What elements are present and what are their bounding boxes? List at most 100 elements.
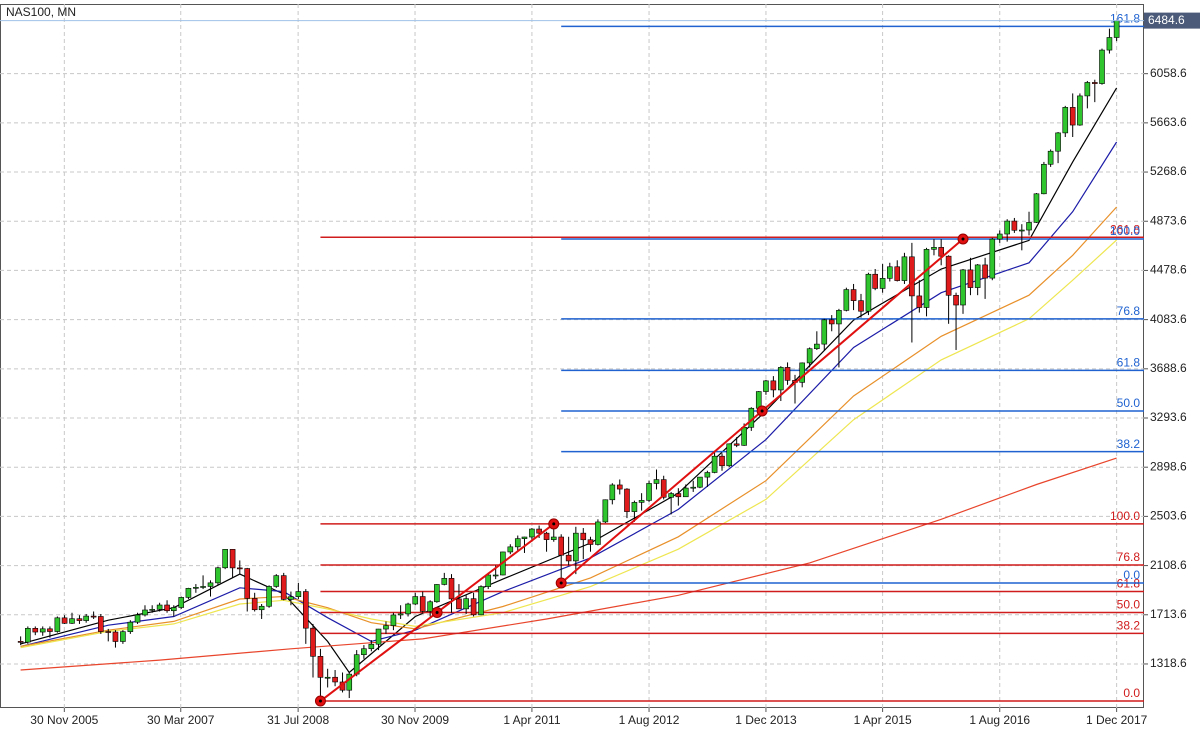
candle-body [982,264,988,279]
candle-body [536,528,542,534]
candle-body [170,607,177,612]
candle-body [1084,82,1091,97]
candle-body [346,673,353,691]
candle-body [1062,107,1069,134]
candle-body [1041,163,1047,195]
y-tick-label: 4478.6 [1150,263,1187,277]
y-tick-label: 2898.6 [1150,459,1187,473]
candle-body [98,616,104,632]
candle-body [799,362,805,383]
candle-body [814,343,820,350]
candle-body [521,536,528,539]
candle-body [887,266,893,279]
candle-body [1091,82,1098,84]
candle-body [1055,132,1061,152]
candle-body [266,586,272,607]
candle-body [156,604,163,610]
candle-body [69,618,75,624]
candle-body [573,532,579,562]
fib-level-label: 100.0 [1110,224,1140,238]
candle-body [974,264,981,288]
fib-level-label: 0.0 [1123,568,1140,582]
candle-body [215,567,221,584]
candle-body [185,588,192,598]
candle-body [901,256,908,281]
candle-body [222,549,228,569]
candle-body [419,596,426,612]
candle-body [1077,95,1083,126]
candle-body [332,676,338,683]
candle-body [47,628,53,632]
x-tick-label: 30 Nov 2009 [381,713,449,727]
candle-body [828,319,835,325]
candle-body [624,488,630,512]
y-tick-label: 3293.6 [1150,410,1187,424]
x-tick-label: 1 Apr 2015 [854,713,912,727]
candle-body [390,614,397,626]
fib-level-label: 50.0 [1117,396,1141,410]
candle-body [178,597,185,608]
candle-body [719,455,725,467]
candle-body [923,249,930,308]
y-tick-label: 4873.6 [1150,213,1187,227]
candle-body [631,502,638,512]
candle-body [1011,220,1018,231]
fib-level-label: 76.8 [1117,550,1141,564]
candle-body [507,546,514,553]
candle-body [1019,229,1025,232]
trend-anchor-center [435,610,439,614]
chart-title: NAS100, MN [6,5,76,19]
x-tick-label: 30 Nov 2005 [30,713,98,727]
candle-body [32,627,39,633]
candle-body [463,598,469,610]
trend-anchor-center [318,699,322,703]
candle-body [120,631,126,642]
candle-body [83,615,89,621]
candle-body [690,486,697,489]
candle-body [850,289,857,301]
trend-anchor-center [552,522,556,526]
candle-body [909,256,915,297]
candle-body [434,584,440,603]
candle-body [565,554,572,562]
candle-body [529,528,535,538]
candle-body [660,479,667,498]
trend-anchor-center [760,409,764,413]
candle-body [412,596,419,605]
candle-body [1106,37,1113,51]
candle-body [821,319,828,345]
candle-body [149,609,155,611]
y-tick-label: 5268.6 [1150,164,1187,178]
candle-body [580,532,587,541]
y-tick-label: 2108.6 [1150,558,1187,572]
fib-level-label: 38.2 [1117,619,1141,633]
candle-body [456,598,462,610]
candle-body [288,596,294,600]
candle-body [558,536,564,556]
candle-body [682,487,689,498]
candle-body [258,605,265,611]
candle-body [763,380,769,392]
candle-body [310,627,316,657]
candle-body [470,598,477,616]
x-tick-label: 30 Mar 2007 [147,713,215,727]
candle-body [945,255,952,296]
candle-body [368,643,375,650]
candle-body [25,627,31,643]
candle-body [595,521,601,545]
candle-body [397,613,404,616]
candle-body [280,575,287,600]
candle-body [550,536,557,540]
candle-body [1113,20,1120,38]
fib-level-label: 50.0 [1117,598,1141,612]
fib-level-label: 61.8 [1117,356,1141,370]
candle-body [879,278,886,289]
candle-body [236,567,243,570]
candle-body [733,443,740,446]
y-tick-label: 4083.6 [1150,312,1187,326]
candle-body [931,247,937,250]
candle-body [485,574,492,587]
candle-body [1004,220,1010,235]
y-tick-label: 1713.6 [1150,607,1187,621]
